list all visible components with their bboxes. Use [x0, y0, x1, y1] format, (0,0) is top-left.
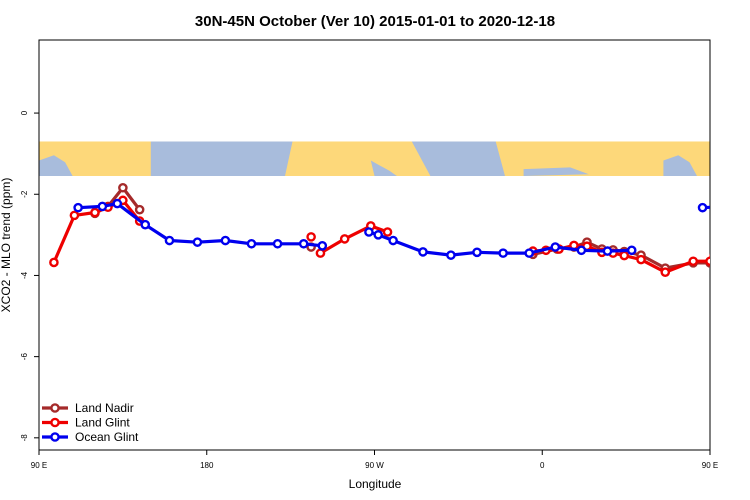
data-point — [418, 247, 428, 257]
data-point — [697, 202, 708, 213]
data-point — [118, 182, 128, 193]
legend-marker — [50, 417, 60, 428]
x-tick-label: 90 W — [365, 461, 384, 470]
data-point — [272, 238, 283, 249]
data-point — [744, 197, 750, 204]
data-point — [382, 227, 393, 237]
series-layer — [49, 182, 750, 277]
data-point — [246, 238, 257, 249]
data-point — [576, 245, 587, 256]
y-tick-label: -6 — [20, 353, 29, 361]
map-ocean-shape — [411, 141, 505, 176]
series-land-glint — [49, 195, 750, 277]
map-ocean-shape — [370, 160, 397, 176]
series-land-nadir — [90, 182, 750, 273]
map-ocean-shape — [523, 167, 589, 176]
x-tick-label: 180 — [200, 461, 214, 470]
legend-label: Ocean Glint — [75, 430, 139, 444]
data-point — [729, 204, 736, 211]
data-point — [716, 210, 723, 217]
data-point — [306, 232, 316, 242]
data-point — [729, 203, 736, 210]
series-ocean-glint — [73, 198, 745, 260]
data-point — [619, 250, 630, 261]
data-point — [723, 203, 730, 210]
data-point — [626, 245, 637, 256]
legend-marker — [50, 403, 60, 413]
legend-label: Land Nadir — [75, 401, 134, 415]
data-point — [90, 207, 100, 218]
data-point — [373, 230, 384, 240]
series-line — [319, 224, 389, 255]
legend-marker — [50, 432, 60, 442]
data-point — [660, 267, 671, 277]
data-point — [298, 238, 309, 249]
data-point — [446, 250, 456, 260]
chart-title: 30N-45N October (Ver 10) 2015-01-01 to 2… — [195, 13, 555, 30]
data-point — [744, 184, 750, 191]
x-tick-label: 0 — [540, 461, 545, 470]
data-point — [164, 235, 175, 246]
data-point — [498, 248, 508, 258]
data-point — [364, 227, 374, 237]
data-point — [317, 241, 328, 251]
data-point — [388, 235, 398, 246]
x-axis-label: Longitude — [349, 477, 402, 491]
y-tick-label: 0 — [20, 110, 29, 115]
data-point — [134, 204, 145, 215]
data-point — [705, 256, 710, 267]
data-point — [97, 201, 108, 212]
data-point — [73, 202, 83, 213]
data-point — [636, 254, 646, 265]
y-tick-label: -2 — [20, 190, 29, 198]
data-point — [688, 256, 699, 267]
x-tick-label: 90 E — [702, 461, 718, 470]
world-map-strip — [39, 141, 710, 176]
map-ocean-shape — [39, 155, 73, 176]
data-point — [192, 237, 203, 247]
data-point — [716, 212, 723, 219]
plot-frame — [38, 39, 711, 451]
map-ocean-shape — [150, 141, 293, 176]
y-axis-label: XCO2 - MLO trend (ppm) — [0, 178, 13, 313]
data-point — [112, 198, 123, 209]
data-point — [472, 247, 482, 258]
data-point — [69, 210, 80, 221]
data-point — [220, 235, 231, 246]
data-point — [339, 234, 350, 244]
data-point — [315, 248, 326, 258]
data-point — [602, 246, 613, 256]
y-tick-label: -4 — [20, 271, 29, 279]
data-point — [524, 248, 535, 258]
y-tick-label: -8 — [20, 434, 29, 442]
x-tick-label: 90 E — [31, 461, 47, 470]
data-point — [738, 200, 745, 207]
data-point — [550, 242, 561, 252]
data-point — [140, 219, 151, 230]
axis-ticks: 90 E 180 90 W 0 90 E 0 -2 -4 -6 -8 — [20, 110, 718, 470]
map-ocean-shape — [663, 155, 697, 176]
data-point — [49, 257, 59, 268]
legend-label: Land Glint — [75, 416, 130, 430]
